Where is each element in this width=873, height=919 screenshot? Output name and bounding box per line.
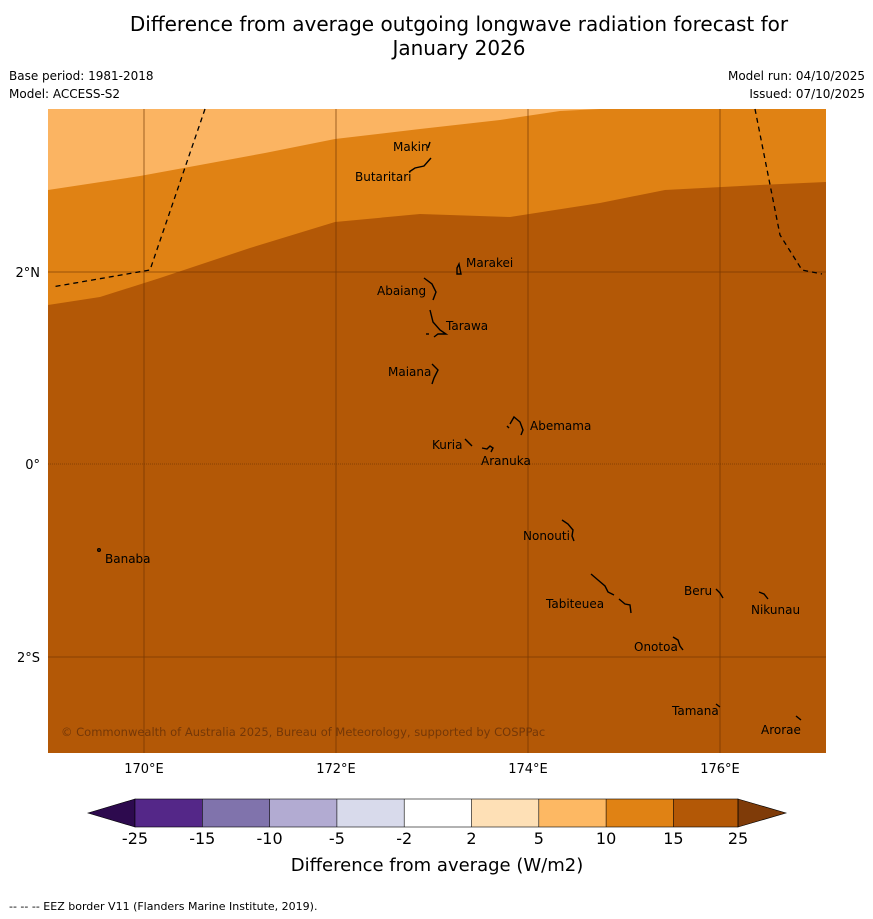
- eez-border: [51, 108, 823, 288]
- colorbar-frame: [134, 798, 739, 828]
- lon-label-174e: 174°E: [508, 762, 548, 777]
- lat-axis-labels: 2°N 0° 2°S: [16, 266, 41, 666]
- map-panel: Makin Butaritari Marakei Abaiang Tarawa …: [48, 108, 826, 753]
- colorbar-tick-2: -10: [257, 829, 283, 848]
- island-label-makin: Makin: [393, 140, 429, 154]
- island-label-butaritari: Butaritari: [355, 170, 412, 184]
- island-label-abaiang: Abaiang: [377, 284, 426, 298]
- lon-label-176e: 176°E: [700, 762, 740, 777]
- island-label-maiana: Maiana: [388, 365, 431, 379]
- colorbar-bin-2: [202, 799, 270, 827]
- island-label-arorae: Arorae: [761, 723, 801, 737]
- lon-label-170e: 170°E: [124, 762, 164, 777]
- model-name: Model: ACCESS-S2: [9, 87, 121, 101]
- colorbar-tick-7: 10: [596, 829, 616, 848]
- island-label-tarawa: Tarawa: [445, 319, 488, 333]
- island-label-banaba: Banaba: [105, 552, 151, 566]
- island-outlines: [96, 141, 802, 721]
- model-run: Model run: 04/10/2025: [727, 69, 865, 83]
- island-label-tabiteuea: Tabiteuea: [545, 597, 604, 611]
- colorbar-bin-8: [606, 799, 674, 827]
- colorbar-bin-3: [269, 799, 337, 827]
- lon-axis-labels: 170°E 172°E 174°E 176°E: [124, 762, 740, 777]
- colorbar-tick-0: -25: [122, 829, 148, 848]
- colorbar-tick-1: -15: [189, 829, 215, 848]
- colorbar-tick-8: 15: [663, 829, 683, 848]
- colorbar-tick-5: 2: [466, 829, 476, 848]
- colorbar-tick-9: 25: [728, 829, 748, 848]
- colorbar-label: Difference from average (W/m2): [291, 855, 583, 876]
- island-label-beru: Beru: [684, 584, 712, 598]
- colorbar-tick-6: 5: [534, 829, 544, 848]
- colorbar-bin-1: [135, 799, 203, 827]
- copyright-notice: © Commonwealth of Australia 2025, Bureau…: [61, 725, 545, 739]
- island-label-aranuka: Aranuka: [481, 454, 531, 468]
- island-labels: Makin Butaritari Marakei Abaiang Tarawa …: [105, 140, 801, 737]
- colorbar-bin-5: [404, 799, 472, 827]
- lat-label-2n: 2°N: [16, 266, 41, 281]
- lat-label-0: 0°: [25, 458, 40, 473]
- colorbar-bin-9: [673, 799, 738, 827]
- base-period: Base period: 1981-2018: [9, 69, 154, 83]
- title-line-1: Difference from average outgoing longwav…: [129, 12, 789, 36]
- colorbar-tick-4: -2: [396, 829, 412, 848]
- colorbar-high-extension: [737, 798, 788, 828]
- island-label-abemama: Abemama: [530, 419, 591, 433]
- colorbar-bin-4: [336, 799, 405, 827]
- island-label-marakei: Marakei: [466, 256, 513, 270]
- band-5-10: [48, 109, 600, 190]
- island-label-onotoa: Onotoa: [634, 640, 678, 654]
- graticule: [48, 109, 826, 753]
- lon-label-172e: 172°E: [316, 762, 356, 777]
- issued-date: Issued: 07/10/2025: [749, 87, 865, 101]
- band-10-15: [48, 109, 826, 305]
- colorbar-tick-3: -5: [329, 829, 345, 848]
- title-line-2: January 2026: [392, 36, 526, 60]
- colorbar-bin-6: [471, 799, 539, 827]
- eez-footnote: -- -- -- EEZ border V11 (Flanders Marine…: [9, 900, 318, 913]
- island-label-nikunau: Nikunau: [751, 603, 800, 617]
- colorbar: -25 -15 -10 -5 -2 2 5 10 15 25 Differenc…: [86, 798, 788, 876]
- colorbar-bin-7: [538, 799, 607, 827]
- island-label-tamana: Tamana: [671, 704, 719, 718]
- island-label-nonouti: Nonouti: [523, 529, 570, 543]
- colorbar-low-extension: [86, 798, 136, 828]
- island-label-kuria: Kuria: [432, 438, 463, 452]
- map-title: Difference from average outgoing longwav…: [0, 12, 873, 60]
- lat-label-2s: 2°S: [17, 651, 40, 666]
